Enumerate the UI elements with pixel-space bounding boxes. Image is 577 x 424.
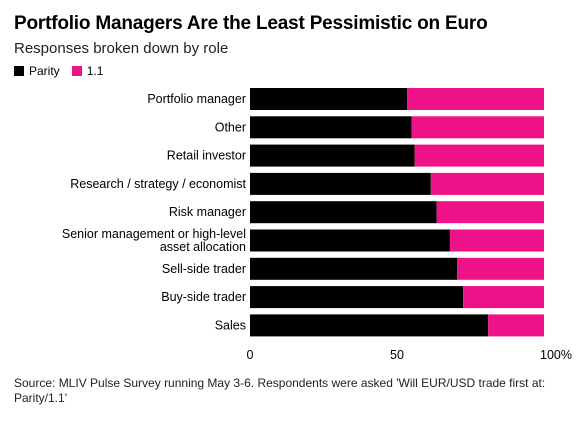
legend-label-parity: Parity	[29, 64, 60, 78]
bar-portfolio-manager-1-1	[407, 88, 544, 110]
bar-retail-investor-1-1	[414, 144, 544, 167]
bar-sell-side-trader-1-1	[457, 257, 544, 280]
bar-senior-management-or-high-level-asset-allocation-1-1	[449, 229, 544, 252]
chart-title: Portfolio Managers Are the Least Pessimi…	[14, 13, 488, 34]
category-label-sales: Sales	[215, 318, 246, 332]
legend-label-1-1: 1.1	[86, 64, 104, 78]
bar-buy-side-trader-parity	[250, 286, 464, 309]
x-tick-label-100: 100%	[540, 348, 572, 362]
category-label-risk-manager: Risk manager	[169, 205, 246, 219]
x-tick-label-0: 0	[247, 348, 254, 362]
bar-risk-manager-1-1	[436, 201, 544, 224]
chart-subtitle: Responses broken down by role	[14, 40, 229, 57]
legend-swatch-1-1	[71, 66, 82, 76]
legend-swatch-parity	[14, 66, 24, 76]
bar-senior-management-or-high-level-asset-allocation-parity	[250, 229, 450, 252]
stacked-bar-chart: Portfolio manager Other Retail investor Res…	[62, 88, 572, 362]
category-label-other: Other	[215, 120, 246, 134]
legend-item-1-1: 1.1	[71, 64, 104, 78]
bar-other-parity	[250, 116, 412, 139]
category-label-senior-management-or-high-level-asset-allocation: Senior management or high-level asset all…	[62, 227, 246, 254]
legend-item-parity: Parity	[14, 64, 60, 78]
bar-research-strategy-economist-1-1	[430, 172, 544, 195]
bar-portfolio-manager-parity	[250, 88, 408, 110]
source-note: Source: MLIV Pulse Survey running May 3-…	[14, 376, 546, 405]
category-label-buy-side-trader: Buy-side trader	[161, 290, 246, 304]
bar-retail-investor-parity	[250, 144, 415, 167]
bar-buy-side-trader-1-1	[463, 286, 544, 309]
bar-sell-side-trader-parity	[250, 257, 458, 280]
category-label-research-strategy-economist: Research / strategy / economist	[70, 177, 246, 191]
bar-risk-manager-parity	[250, 201, 437, 224]
bar-research-strategy-economist-parity	[250, 172, 431, 195]
category-label-portfolio-manager: Portfolio manager	[147, 92, 246, 106]
category-label-retail-investor: Retail investor	[167, 149, 246, 163]
bar-sales-1-1	[488, 314, 544, 337]
bar-sales-parity	[250, 314, 489, 337]
category-label-sell-side-trader: Sell-side trader	[162, 262, 246, 276]
legend: Parity 1.1	[14, 64, 115, 78]
x-tick-label-50: 50	[390, 348, 404, 362]
bar-other-1-1	[411, 116, 544, 139]
